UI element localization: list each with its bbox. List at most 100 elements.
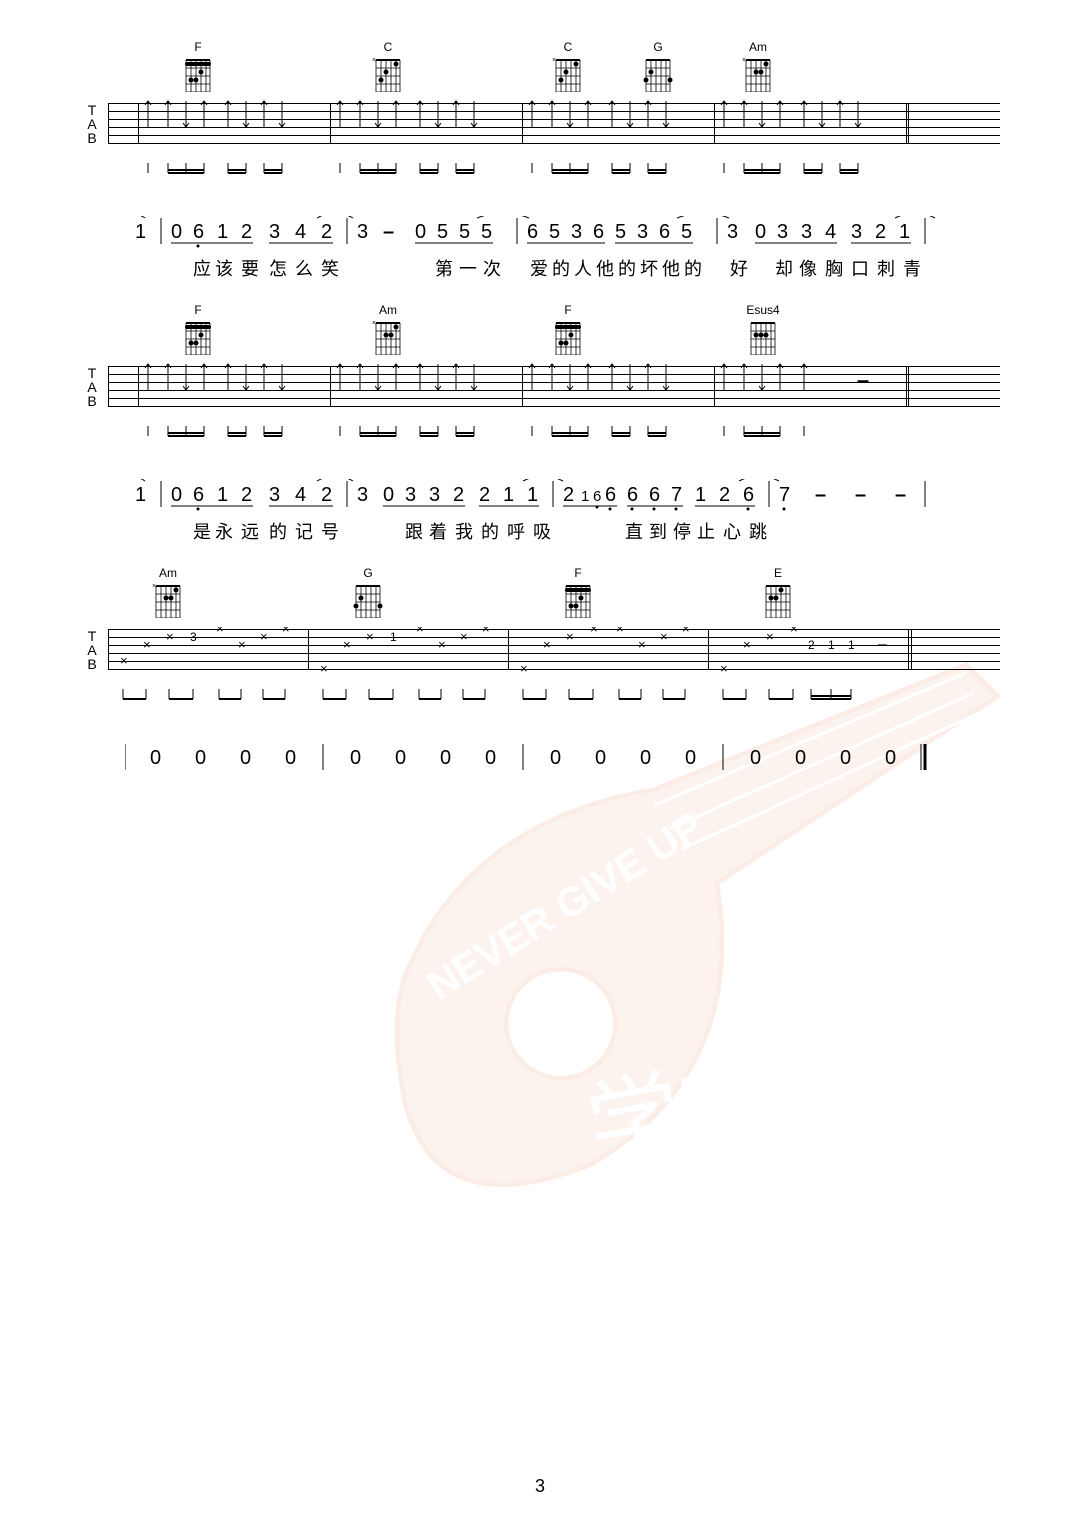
svg-text:2: 2 bbox=[453, 484, 464, 506]
lyric-char: 跟 bbox=[405, 518, 423, 544]
svg-text:0: 0 bbox=[415, 221, 426, 243]
tab-clef: TAB bbox=[80, 103, 104, 145]
svg-text:–: – bbox=[383, 221, 394, 243]
lyric-char: 直 bbox=[625, 518, 643, 544]
svg-text:1: 1 bbox=[527, 484, 538, 506]
svg-text:×: × bbox=[143, 637, 151, 652]
chord-G-3: G bbox=[350, 566, 386, 618]
strum-arrows-2: – bbox=[108, 360, 918, 418]
svg-text:3: 3 bbox=[637, 221, 648, 243]
svg-text:×: × bbox=[543, 637, 551, 652]
lyric-char: 刺 bbox=[877, 255, 895, 281]
beams-1 bbox=[108, 163, 958, 181]
svg-text:0: 0 bbox=[640, 747, 651, 769]
svg-text:1: 1 bbox=[503, 484, 514, 506]
lyric-char: 坏 bbox=[640, 255, 658, 281]
svg-text:0: 0 bbox=[285, 747, 296, 769]
lyric-char: 我 bbox=[455, 518, 473, 544]
chord-grid-C: × bbox=[372, 56, 404, 92]
svg-text:0: 0 bbox=[595, 747, 606, 769]
chord-Am-3: Am × bbox=[150, 566, 186, 618]
chord-C-2: C × bbox=[550, 40, 586, 92]
svg-text:6: 6 bbox=[193, 221, 204, 243]
lyric-char: 止 bbox=[697, 518, 715, 544]
lyric-char: 呼 bbox=[507, 518, 525, 544]
svg-text:×: × bbox=[660, 629, 668, 644]
lyric-char: 是 bbox=[193, 518, 211, 544]
lyric-char: 口 bbox=[851, 255, 869, 281]
svg-text:6: 6 bbox=[593, 488, 601, 505]
lyric-char: 青 bbox=[903, 255, 921, 281]
svg-text:×: × bbox=[120, 653, 128, 668]
svg-text:2: 2 bbox=[808, 638, 815, 652]
lyric-char: 的 bbox=[618, 255, 636, 281]
svg-text:5: 5 bbox=[481, 221, 492, 243]
svg-text:3: 3 bbox=[571, 221, 582, 243]
lyric-char: 的 bbox=[481, 518, 499, 544]
system-3: Am × G F E TAB bbox=[80, 566, 1000, 777]
svg-text:0: 0 bbox=[171, 484, 182, 506]
svg-text:5: 5 bbox=[549, 221, 560, 243]
cross-pattern-3: ×××× 3 ××× ×××× 1 ××× ×××× ×××× ×××× 211… bbox=[108, 627, 918, 677]
svg-text:2: 2 bbox=[563, 484, 574, 506]
svg-text:0: 0 bbox=[150, 747, 161, 769]
svg-text:×: × bbox=[260, 629, 268, 644]
svg-text:学吉他: 学吉他 bbox=[580, 1030, 874, 1180]
lyric-char: 要 bbox=[241, 255, 259, 281]
lyric-char: 的 bbox=[552, 255, 570, 281]
svg-text:0: 0 bbox=[485, 747, 496, 769]
svg-text:3: 3 bbox=[727, 221, 738, 243]
jianpu-svg-1: 1 0612 342 3– 0555 6536 5365 bbox=[125, 216, 975, 256]
svg-text:2: 2 bbox=[875, 221, 886, 243]
svg-text:×: × bbox=[638, 637, 646, 652]
svg-text:×: × bbox=[372, 320, 376, 327]
svg-text:×: × bbox=[152, 583, 156, 590]
svg-text:2: 2 bbox=[479, 484, 490, 506]
svg-text:0: 0 bbox=[350, 747, 361, 769]
svg-text:×: × bbox=[742, 57, 746, 64]
svg-text:6: 6 bbox=[627, 484, 638, 506]
system-1: F C × C × G Am × TAB bbox=[80, 40, 1000, 283]
svg-text:4: 4 bbox=[295, 484, 306, 506]
svg-text:×: × bbox=[590, 627, 598, 636]
chord-grid-Am: × bbox=[742, 56, 774, 92]
chord-E: E bbox=[760, 566, 796, 618]
lyric-char: 记 bbox=[295, 518, 313, 544]
svg-text:0: 0 bbox=[840, 747, 851, 769]
svg-text:×: × bbox=[216, 627, 224, 636]
svg-text:2: 2 bbox=[719, 484, 730, 506]
jianpu-2: 1 0612 342 3 0332 211 2166 bbox=[125, 479, 1000, 514]
page-number: 3 bbox=[535, 1476, 545, 1497]
svg-text:0: 0 bbox=[383, 484, 394, 506]
svg-text:1: 1 bbox=[217, 484, 228, 506]
lyric-char: 他 bbox=[662, 255, 680, 281]
chord-F: F bbox=[180, 40, 216, 92]
lyric-char: 他 bbox=[596, 255, 614, 281]
svg-text:1: 1 bbox=[848, 638, 855, 652]
svg-text:0: 0 bbox=[795, 747, 806, 769]
lyric-char: 么 bbox=[295, 255, 313, 281]
svg-text:×: × bbox=[282, 627, 290, 636]
chord-F-3: F bbox=[550, 303, 586, 355]
lyric-char: 像 bbox=[799, 255, 817, 281]
svg-text:6: 6 bbox=[605, 484, 616, 506]
svg-text:6: 6 bbox=[649, 484, 660, 506]
svg-text:2: 2 bbox=[321, 221, 332, 243]
chord-grid-G bbox=[642, 56, 674, 92]
jianpu-svg-2: 1 0612 342 3 0332 211 2166 bbox=[125, 479, 975, 519]
chord-row-1: F C × C × G Am × bbox=[120, 40, 1000, 95]
svg-text:4: 4 bbox=[295, 221, 306, 243]
svg-text:×: × bbox=[416, 627, 424, 636]
lyric-char: 应 bbox=[193, 255, 211, 281]
svg-text:0: 0 bbox=[240, 747, 251, 769]
svg-text:0: 0 bbox=[755, 221, 766, 243]
svg-text:6: 6 bbox=[659, 221, 670, 243]
svg-text:×: × bbox=[238, 637, 246, 652]
svg-text:×: × bbox=[460, 629, 468, 644]
lyric-char: 号 bbox=[321, 518, 339, 544]
tab-staff-1: TAB bbox=[80, 95, 1000, 155]
lyric-char: 心 bbox=[723, 518, 741, 544]
svg-text:×: × bbox=[766, 629, 774, 644]
lyric-row-1: 应该要怎么笑第一次爱的人他的坏他的好却像胸口刺青 bbox=[125, 255, 1000, 283]
svg-text:0: 0 bbox=[395, 747, 406, 769]
